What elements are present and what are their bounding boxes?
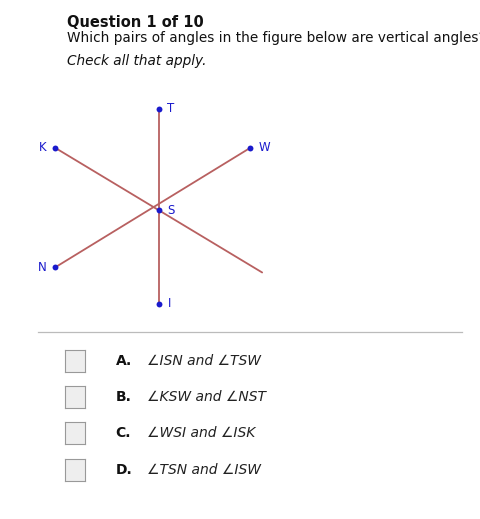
Point <box>155 206 162 214</box>
Text: Question 1 of 10: Question 1 of 10 <box>67 15 204 30</box>
Text: W: W <box>258 141 270 155</box>
Point <box>155 105 162 113</box>
Text: ∠WSI and ∠ISK: ∠WSI and ∠ISK <box>146 427 254 440</box>
Text: C.: C. <box>115 427 131 440</box>
Point <box>155 299 162 308</box>
Text: Check all that apply.: Check all that apply. <box>67 54 206 69</box>
Text: S: S <box>167 203 174 217</box>
Text: A.: A. <box>115 354 132 367</box>
Text: ∠TSN and ∠ISW: ∠TSN and ∠ISW <box>146 463 260 476</box>
Text: ∠ISN and ∠TSW: ∠ISN and ∠TSW <box>146 354 260 367</box>
Text: T: T <box>167 102 174 116</box>
Text: D.: D. <box>115 463 132 476</box>
Text: B.: B. <box>115 390 131 404</box>
Text: K: K <box>39 141 47 155</box>
Point <box>51 263 59 271</box>
Text: N: N <box>38 261 47 274</box>
Point <box>246 144 253 152</box>
Point <box>51 144 59 152</box>
Text: Which pairs of angles in the figure below are vertical angles?: Which pairs of angles in the figure belo… <box>67 31 480 45</box>
Text: I: I <box>167 297 170 310</box>
Text: ∠KSW and ∠NST: ∠KSW and ∠NST <box>146 390 265 404</box>
